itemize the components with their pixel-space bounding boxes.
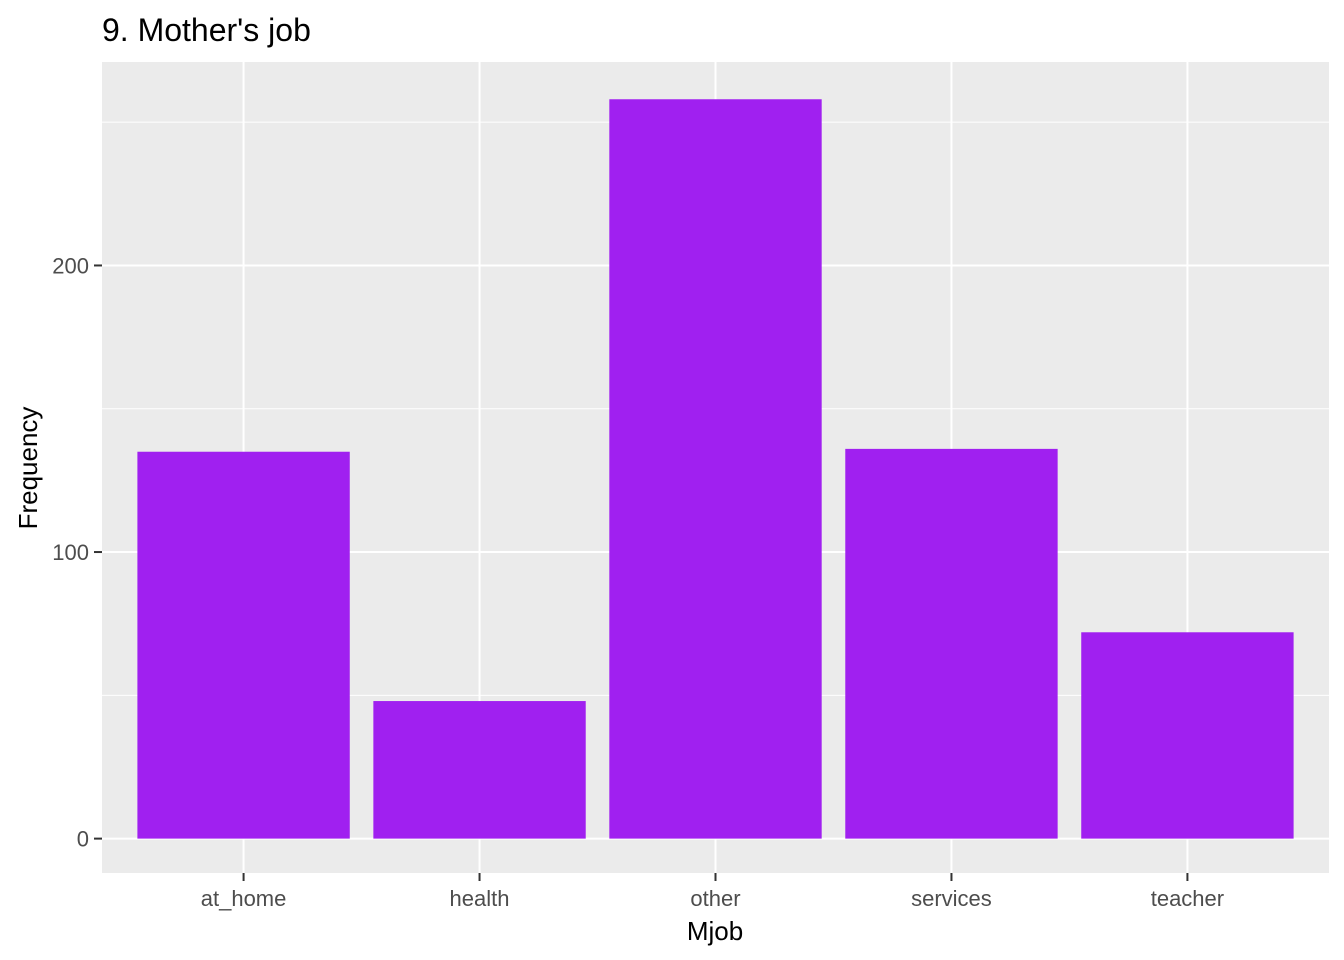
bar-teacher [1081, 632, 1294, 839]
x-tick-label: teacher [1151, 886, 1224, 911]
y-tick-label: 200 [52, 253, 89, 278]
x-tick-label: services [911, 886, 992, 911]
chart-title: 9. Mother's job [102, 12, 311, 48]
bar-other [609, 99, 822, 839]
y-axis-title: Frequency [13, 407, 43, 530]
axes: 0 100 200 at_home health other services teacher [52, 253, 1224, 911]
x-axis-title: Mjob [687, 916, 743, 946]
bars [137, 99, 1294, 839]
x-tick-label: health [450, 886, 510, 911]
bar-health [373, 701, 586, 839]
y-tick-label: 0 [77, 827, 89, 852]
bar-at-home [137, 451, 350, 839]
y-tick-label: 100 [52, 540, 89, 565]
bar-services [845, 448, 1058, 839]
x-tick-label: other [690, 886, 740, 911]
x-tick-label: at_home [201, 886, 287, 911]
